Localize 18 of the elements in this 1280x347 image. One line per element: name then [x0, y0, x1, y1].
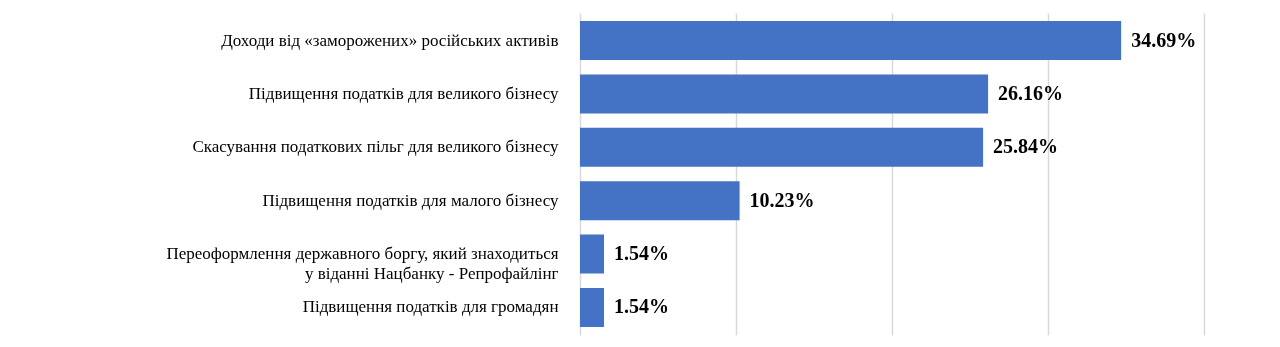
y-tick-label: Скасування податкових пільг для великого бізнесу [192, 137, 559, 157]
data-label: 34.69% [1131, 28, 1197, 51]
data-label: 1.54% [614, 295, 670, 318]
bar [580, 21, 1122, 60]
data-label: 26.16% [998, 81, 1064, 104]
y-tick-label: Підвищення податків для малого бізнесу [262, 190, 559, 210]
data-label: 25.84% [993, 135, 1059, 158]
bar [580, 181, 740, 221]
bar [580, 74, 989, 114]
y-tick-label: Підвищення податків для громадян [302, 297, 559, 317]
y-tick-label: Переоформлення державного боргу, який знаходиться у віданні Нацбанку - Репрофайлінг [166, 244, 559, 284]
bar [580, 127, 984, 167]
bar [580, 234, 605, 274]
data-label: 1.54% [614, 242, 670, 265]
y-tick-label: Підвищення податків для великого бізнесу [248, 83, 559, 103]
data-label: 10.23% [749, 188, 815, 211]
bar [580, 288, 605, 327]
y-tick-label: Доходи від «заморожених» російських активів [221, 30, 559, 50]
